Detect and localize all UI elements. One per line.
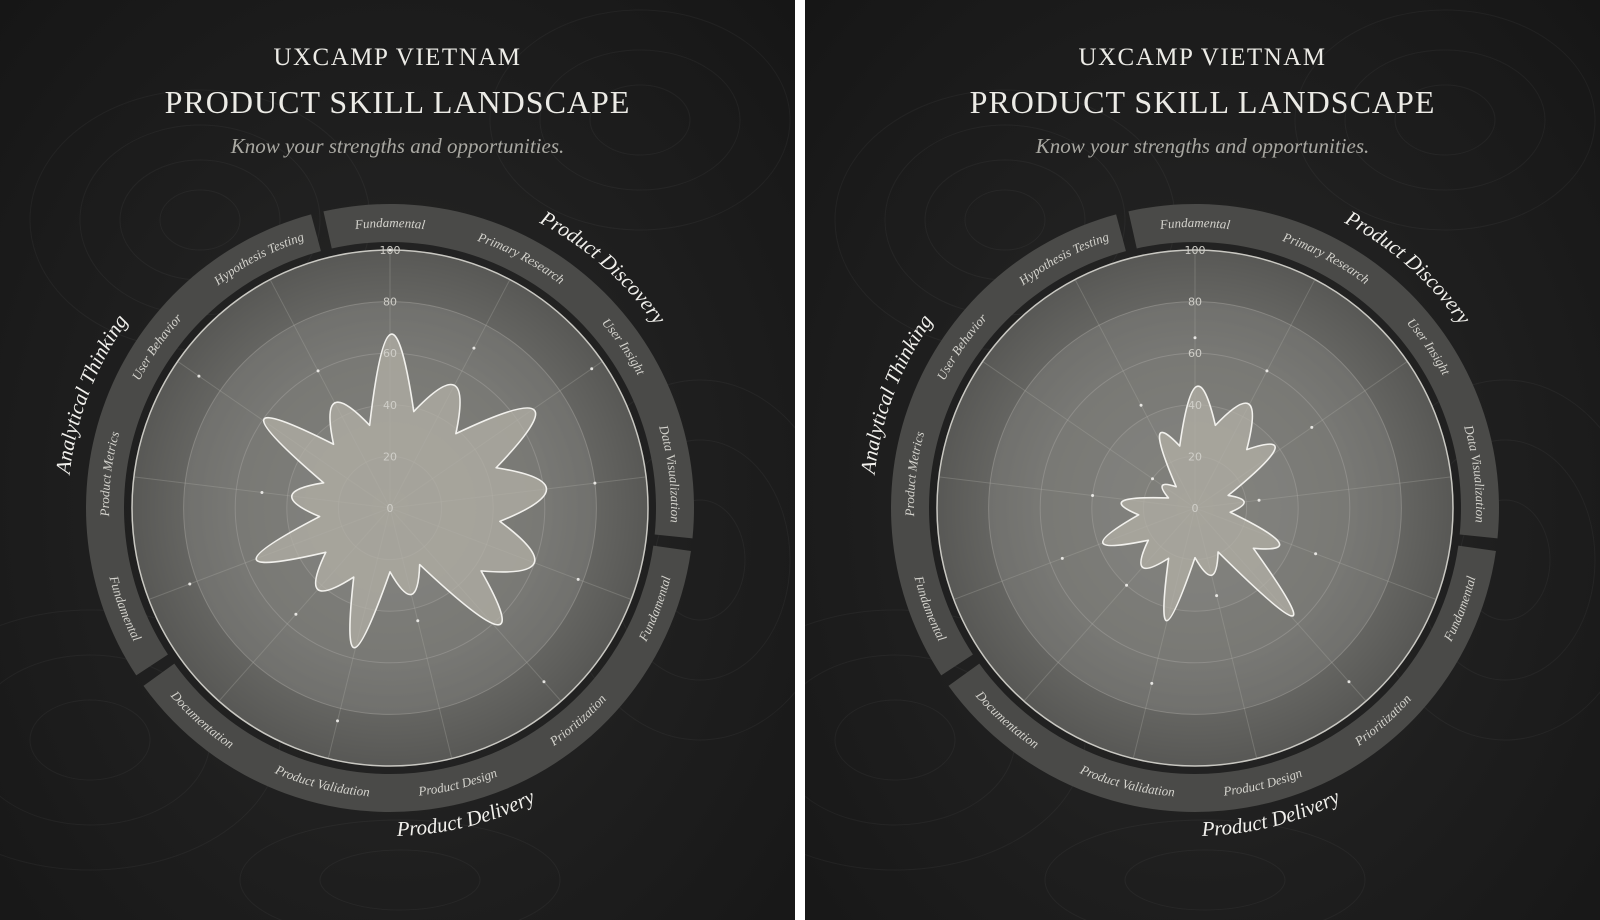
tick-label: 60: [1188, 347, 1202, 360]
data-point: [1265, 369, 1269, 373]
data-point: [1060, 556, 1064, 560]
tick-label: 80: [383, 296, 397, 309]
data-point: [1257, 498, 1261, 502]
chart-subtitle: Know your strengths and opportunities.: [1035, 134, 1370, 158]
group-band: [1128, 204, 1499, 539]
chart-title: PRODUCT SKILL LANDSCAPE: [164, 84, 631, 120]
tick-label: 0: [387, 502, 394, 515]
data-point: [197, 374, 201, 378]
data-point: [388, 248, 392, 252]
tick-label: 100: [1185, 244, 1206, 257]
data-point: [336, 719, 340, 723]
data-point: [1193, 336, 1197, 340]
data-point: [416, 619, 420, 623]
tick-label: 40: [1188, 399, 1202, 412]
tick-label: 0: [1192, 502, 1199, 515]
data-point: [1125, 583, 1129, 587]
tick-label: 60: [383, 347, 397, 360]
data-point: [1139, 403, 1143, 407]
data-point: [188, 582, 192, 586]
tick-label: 40: [383, 399, 397, 412]
data-point: [542, 680, 546, 684]
org-name: UXCAMP VIETNAM: [1078, 44, 1327, 71]
axis-label: Fundamental: [353, 215, 426, 232]
data-point: [294, 612, 298, 616]
data-shape: [255, 333, 548, 649]
skill-landscape-panel-2: UXCAMP VIETNAM PRODUCT SKILL LANDSCAPE K…: [805, 0, 1600, 920]
tick-label: 80: [1188, 296, 1202, 309]
grid-rim: [936, 249, 1454, 767]
group-band: [891, 214, 1126, 676]
group-band: [323, 204, 694, 539]
data-point: [1347, 680, 1351, 684]
data-point: [316, 369, 320, 373]
data-point: [472, 346, 476, 350]
data-point: [260, 490, 264, 494]
org-name: UXCAMP VIETNAM: [273, 44, 522, 71]
data-shape: [1102, 385, 1295, 622]
group-band: [86, 214, 321, 676]
data-point: [590, 367, 594, 371]
axis-label: Fundamental: [1158, 215, 1231, 232]
data-point: [1091, 494, 1095, 498]
tick-label: 100: [380, 244, 401, 257]
data-point: [1151, 477, 1155, 481]
data-point: [576, 577, 580, 581]
data-point: [1215, 594, 1219, 598]
data-point: [1150, 681, 1154, 685]
group-band: [143, 545, 691, 812]
tick-label: 20: [1188, 450, 1202, 463]
data-point: [593, 481, 597, 485]
tick-label: 20: [383, 450, 397, 463]
skill-landscape-panel-1: UXCAMP VIETNAM PRODUCT SKILL LANDSCAPE K…: [0, 0, 795, 920]
chart-subtitle: Know your strengths and opportunities.: [230, 134, 565, 158]
group-band: [948, 545, 1496, 812]
chart-title: PRODUCT SKILL LANDSCAPE: [969, 84, 1436, 120]
axis-spoke: [982, 361, 1196, 509]
data-point: [1310, 425, 1314, 429]
data-point: [1314, 552, 1318, 556]
